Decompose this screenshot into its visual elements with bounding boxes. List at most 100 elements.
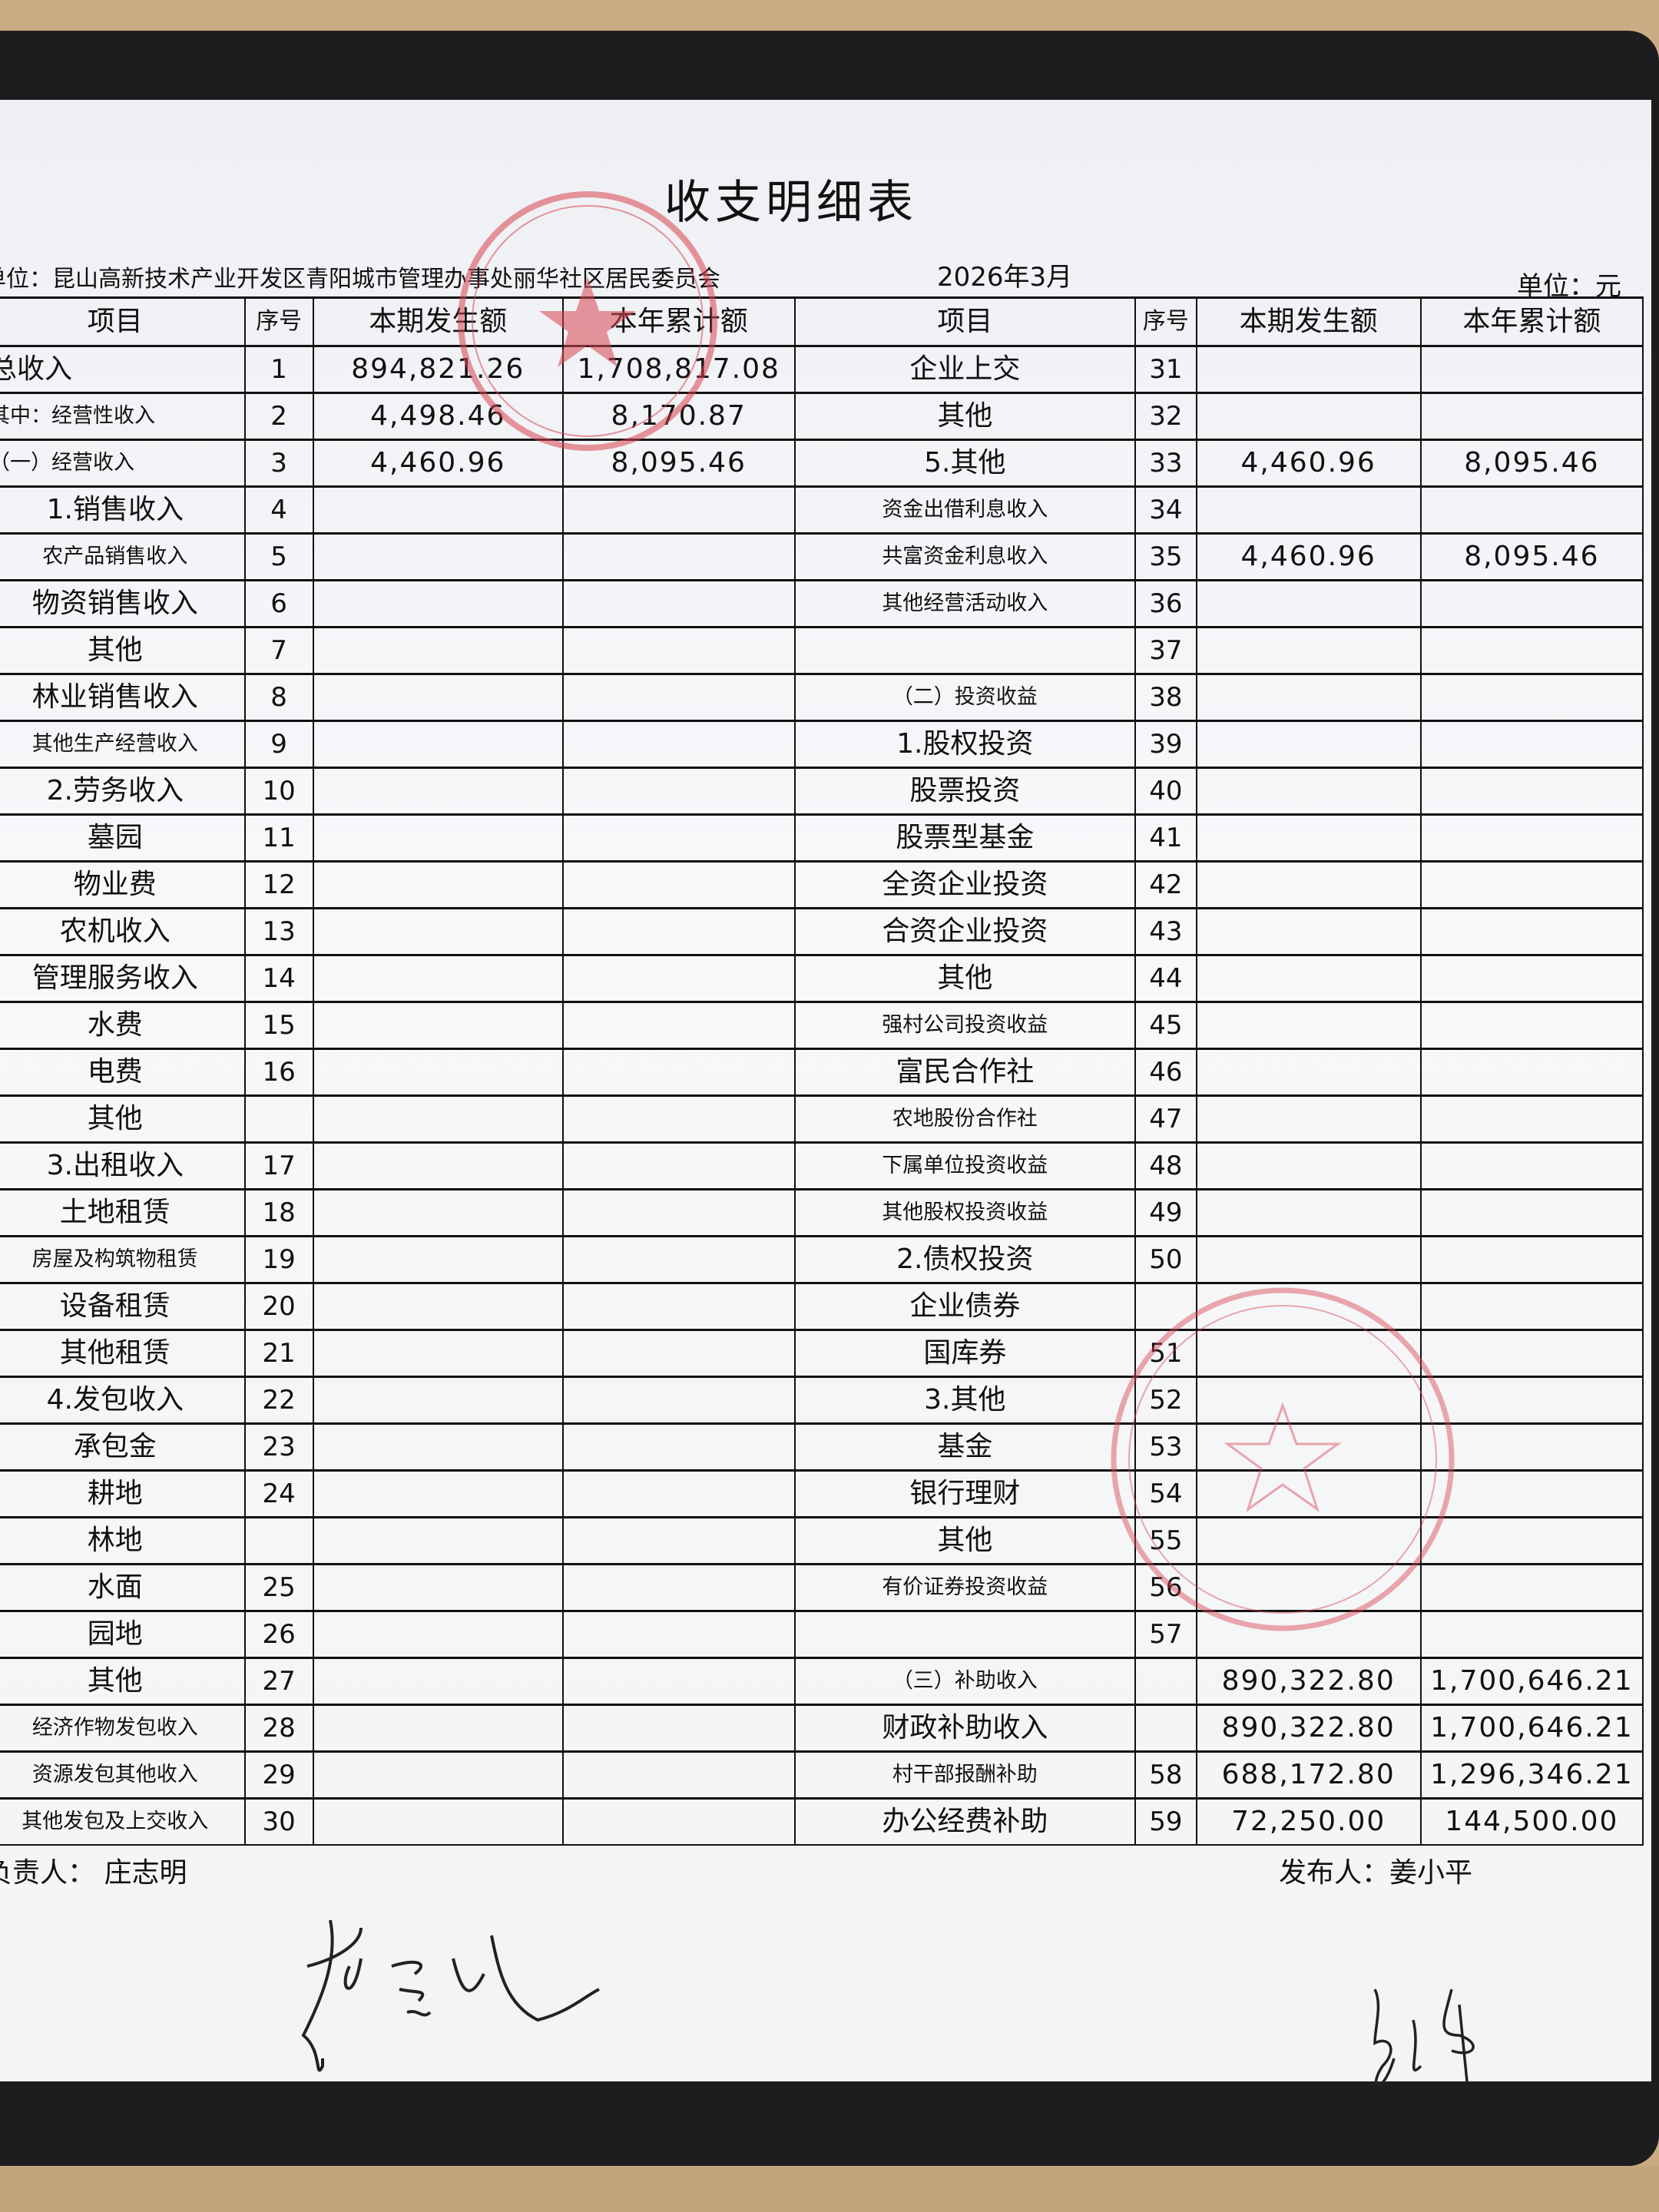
left-seq: 27 <box>243 1657 314 1706</box>
left-current-amount <box>312 767 564 816</box>
left-seq: 25 <box>243 1563 314 1612</box>
left-item: 4.发包收入 <box>0 1376 246 1425</box>
table-row: 物业费 12 全资企业投资 42 <box>0 860 1644 909</box>
left-cumulative-amount <box>561 860 796 909</box>
right-seq: 49 <box>1134 1188 1197 1237</box>
table-row: 物资销售收入 6 其他经营活动收入 36 <box>0 579 1644 628</box>
left-seq: 19 <box>243 1235 314 1284</box>
right-current-amount <box>1195 579 1422 628</box>
header-current: 本期发生额 <box>312 296 564 347</box>
left-seq: 30 <box>243 1797 314 1846</box>
left-cumulative-amount: 1,708,817.08 <box>561 345 796 394</box>
right-current-amount <box>1195 720 1422 769</box>
right-seq: 38 <box>1134 673 1197 722</box>
right-item: 村干部报酬补助 <box>793 1750 1137 1800</box>
table-row: 其他发包及上交收入 30 办公经费补助 59 72,250.00 144,500.00 <box>0 1797 1644 1846</box>
left-cumulative-amount <box>561 1563 796 1612</box>
left-current-amount <box>312 1516 564 1565</box>
left-cumulative-amount <box>561 626 796 675</box>
right-current-amount <box>1195 1469 1422 1518</box>
right-cumulative-amount <box>1419 1563 1644 1612</box>
left-current-amount <box>312 1188 564 1237</box>
left-cumulative-amount <box>561 1188 796 1237</box>
right-current-amount <box>1195 485 1422 535</box>
currency-unit: 单位：元 <box>1517 271 1621 302</box>
left-item: 2.劳务收入 <box>0 767 246 816</box>
right-seq: 57 <box>1134 1610 1197 1659</box>
right-cumulative-amount: 8,095.46 <box>1419 532 1644 581</box>
table-row: 耕地 24 银行理财 54 <box>0 1469 1644 1518</box>
right-item: 农地股份合作社 <box>793 1094 1137 1144</box>
left-cumulative-amount <box>561 1469 796 1518</box>
right-item: 有价证券投资收益 <box>793 1563 1137 1612</box>
left-current-amount <box>312 1750 564 1800</box>
right-item: 2.债权投资 <box>793 1235 1137 1284</box>
table-row: 其他租赁 21 国库券 51 <box>0 1329 1644 1378</box>
right-seq: 45 <box>1134 1001 1197 1050</box>
right-current-amount <box>1195 1422 1422 1472</box>
right-seq: 31 <box>1134 345 1197 394</box>
left-cumulative-amount <box>561 907 796 956</box>
publisher: 发布人：姜小平 <box>1279 1857 1473 1889</box>
right-item: 其他 <box>793 392 1137 441</box>
right-seq: 58 <box>1134 1750 1197 1800</box>
right-current-amount <box>1195 345 1422 394</box>
right-current-amount <box>1195 1188 1422 1237</box>
right-seq <box>1134 1657 1197 1706</box>
left-item: 土地租赁 <box>0 1188 246 1237</box>
right-current-amount: 890,322.80 <box>1195 1704 1422 1753</box>
left-item: 其中：经营性收入 <box>0 392 246 441</box>
left-item: 设备租赁 <box>0 1282 246 1331</box>
left-seq: 28 <box>243 1704 314 1753</box>
right-item: 其他 <box>793 1516 1137 1565</box>
right-item <box>793 626 1137 675</box>
left-cumulative-amount <box>561 954 796 1003</box>
left-current-amount <box>312 532 564 581</box>
right-current-amount <box>1195 767 1422 816</box>
right-cumulative-amount <box>1419 673 1644 722</box>
left-item: 林业销售收入 <box>0 673 246 722</box>
left-item: 房屋及构筑物租赁 <box>0 1235 246 1284</box>
left-cumulative-amount <box>561 1001 796 1050</box>
table-row: 资源发包其他收入 29 村干部报酬补助 58 688,172.80 1,296,346.2… <box>0 1750 1644 1800</box>
left-item: 物业费 <box>0 860 246 909</box>
left-item: 耕地 <box>0 1469 246 1518</box>
organization-line: 单位：昆山高新技术产业开发区青阳城市管理办事处丽华社区居民委员会 <box>0 266 720 293</box>
right-seq: 56 <box>1134 1563 1197 1612</box>
right-item: 共富资金利息收入 <box>793 532 1137 581</box>
header-cumulative: 本年累计额 <box>561 296 796 347</box>
table-header-row: 项目 序号 本期发生额 本年累计额 项目 序号 本期发生额 本年累计额 <box>0 296 1644 347</box>
right-item: 资金出借利息收入 <box>793 485 1137 535</box>
right-current-amount <box>1195 1376 1422 1425</box>
right-seq: 55 <box>1134 1516 1197 1565</box>
left-cumulative-amount <box>561 1329 796 1378</box>
right-cumulative-amount: 8,095.46 <box>1419 439 1644 488</box>
left-item: 园地 <box>0 1610 246 1659</box>
left-seq <box>243 1094 314 1144</box>
right-item: 国库券 <box>793 1329 1137 1378</box>
left-cumulative-amount <box>561 579 796 628</box>
right-current-amount <box>1195 1235 1422 1284</box>
table-row: 墓园 11 股票型基金 41 <box>0 813 1644 863</box>
left-current-amount <box>312 1469 564 1518</box>
left-cumulative-amount <box>561 1516 796 1565</box>
left-seq: 23 <box>243 1422 314 1472</box>
right-cumulative-amount <box>1419 1141 1644 1190</box>
left-cumulative-amount <box>561 1376 796 1425</box>
right-item: 合资企业投资 <box>793 907 1137 956</box>
right-seq: 47 <box>1134 1094 1197 1144</box>
right-seq: 48 <box>1134 1141 1197 1190</box>
left-cumulative-amount <box>561 1048 796 1097</box>
right-item: （二）投资收益 <box>793 673 1137 722</box>
table-row: 林业销售收入 8 （二）投资收益 38 <box>0 673 1644 722</box>
left-seq: 12 <box>243 860 314 909</box>
left-cumulative-amount <box>561 1750 796 1800</box>
header-current: 本期发生额 <box>1195 296 1422 347</box>
left-seq <box>243 1516 314 1565</box>
left-current-amount <box>312 813 564 863</box>
header-cumulative: 本年累计额 <box>1419 296 1644 347</box>
table-row: 园地 26 57 <box>0 1610 1644 1659</box>
left-current-amount <box>312 860 564 909</box>
left-current-amount <box>312 720 564 769</box>
right-seq: 53 <box>1134 1422 1197 1472</box>
